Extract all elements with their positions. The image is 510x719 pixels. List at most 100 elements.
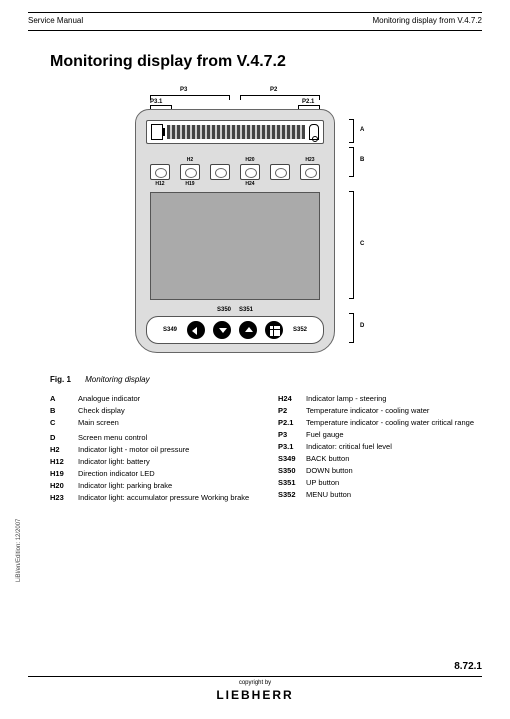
- legend-row: H19Direction indicator LED: [50, 469, 254, 478]
- indicator-h23: H23: [300, 164, 320, 180]
- dim-b: B: [360, 157, 364, 163]
- dim-d: D: [360, 323, 364, 329]
- dim-a: A: [360, 127, 364, 133]
- legend-row: P2.1Temperature indicator - cooling wate…: [278, 418, 482, 427]
- indicator-h24: [270, 164, 290, 180]
- figure-caption: Fig. 1 Monitoring display: [50, 375, 482, 384]
- legend-value: Direction indicator LED: [78, 469, 254, 478]
- menu-control-zone: S350 S351 S349 S352: [146, 316, 324, 344]
- legend-key: H19: [50, 469, 78, 478]
- page-footer: 8.72.1 copyright by LIEBHERR: [28, 661, 482, 702]
- legend-key: P3.1: [278, 442, 306, 451]
- monitoring-display-diagram: P3 P2 P3.1 P2.1 H12 H2H19 H20H24 H23: [50, 95, 430, 355]
- legend-row: P3Fuel gauge: [278, 430, 482, 439]
- header-left: Service Manual: [28, 16, 83, 25]
- page-number: 8.72.1: [28, 661, 482, 672]
- legend-value: DOWN button: [306, 466, 482, 475]
- legend-key: C: [50, 418, 78, 427]
- figure-text: Monitoring display: [85, 375, 149, 384]
- copyright-text: copyright by: [28, 680, 482, 686]
- legend-key: H20: [50, 481, 78, 490]
- brand-logo: LIEBHERR: [28, 688, 482, 702]
- legend-value: Indicator lamp - steering: [306, 394, 482, 403]
- up-button[interactable]: [239, 321, 257, 339]
- legend-value: Indicator light: accumulator pressure Wo…: [78, 493, 254, 502]
- indicator-h2: H2H19: [180, 164, 200, 180]
- dim-p3: P3: [180, 87, 187, 93]
- main-screen-zone: [150, 192, 320, 300]
- menu-button[interactable]: [265, 321, 283, 339]
- legend-row: CMain screen: [50, 418, 254, 427]
- legend-row: H12Indicator light: battery: [50, 457, 254, 466]
- legend-value: Indicator: critical fuel level: [306, 442, 482, 451]
- legend-key: S349: [278, 454, 306, 463]
- legend-row: DScreen menu control: [50, 433, 254, 442]
- down-button[interactable]: [213, 321, 231, 339]
- legend-value: Main screen: [78, 418, 254, 427]
- legend-value: UP button: [306, 478, 482, 487]
- legend-value: Analogue indicator: [78, 394, 254, 403]
- legend-value: Indicator light: battery: [78, 457, 254, 466]
- label-s351: S351: [239, 307, 253, 313]
- label-s350: S350: [217, 307, 231, 313]
- legend-value: Temperature indicator - cooling water cr…: [306, 418, 482, 427]
- indicator-h12: H12: [150, 164, 170, 180]
- legend-value: Fuel gauge: [306, 430, 482, 439]
- header-right: Monitoring display from V.4.7.2: [372, 16, 482, 25]
- legend-key: P3: [278, 430, 306, 439]
- display-panel: H12 H2H19 H20H24 H23 S350 S351 S349 S352: [135, 109, 335, 353]
- legend-row: P2Temperature indicator - cooling water: [278, 406, 482, 415]
- legend-value: Indicator light: parking brake: [78, 481, 254, 490]
- legend-row: H23Indicator light: accumulator pressure…: [50, 493, 254, 502]
- legend-row: S349BACK button: [278, 454, 482, 463]
- legend-row: H24Indicator lamp - steering: [278, 394, 482, 403]
- legend-key: P2.1: [278, 418, 306, 427]
- back-button[interactable]: [187, 321, 205, 339]
- legend-key: D: [50, 433, 78, 442]
- legend-right: H24Indicator lamp - steeringP2Temperatur…: [278, 394, 482, 505]
- fuel-icon: [151, 124, 163, 140]
- legend-row: S350DOWN button: [278, 466, 482, 475]
- dim-p2-1: P2.1: [302, 99, 314, 105]
- legend-key: S350: [278, 466, 306, 475]
- legend: AAnalogue indicatorBCheck displayCMain s…: [50, 394, 482, 505]
- legend-key: B: [50, 406, 78, 415]
- legend-value: Screen menu control: [78, 433, 254, 442]
- dim-p2: P2: [270, 87, 277, 93]
- legend-row: S351UP button: [278, 478, 482, 487]
- figure-number: Fig. 1: [50, 375, 71, 384]
- legend-row: AAnalogue indicator: [50, 394, 254, 403]
- label-s352: S352: [293, 327, 307, 333]
- legend-row: H20Indicator light: parking brake: [50, 481, 254, 490]
- legend-row: S352MENU button: [278, 490, 482, 499]
- legend-key: H12: [50, 457, 78, 466]
- indicator-h19: [210, 164, 230, 180]
- indicator-h20: H20H24: [240, 164, 260, 180]
- edition-text: LiBl/en/Edition: 12/2007: [16, 519, 22, 582]
- legend-left: AAnalogue indicatorBCheck displayCMain s…: [50, 394, 254, 505]
- legend-key: H2: [50, 445, 78, 454]
- legend-key: H23: [50, 493, 78, 502]
- legend-value: Check display: [78, 406, 254, 415]
- legend-row: BCheck display: [50, 406, 254, 415]
- legend-value: Temperature indicator - cooling water: [306, 406, 482, 415]
- legend-key: H24: [278, 394, 306, 403]
- legend-key: S352: [278, 490, 306, 499]
- gauge-scale: [167, 125, 305, 139]
- check-display-zone: H12 H2H19 H20H24 H23: [150, 152, 320, 180]
- thermometer-icon: [309, 124, 319, 140]
- legend-value: BACK button: [306, 454, 482, 463]
- dim-c: C: [360, 241, 364, 247]
- legend-key: A: [50, 394, 78, 403]
- legend-key: S351: [278, 478, 306, 487]
- page-title: Monitoring display from V.4.7.2: [50, 53, 482, 71]
- legend-value: Indicator light - motor oil pressure: [78, 445, 254, 454]
- legend-key: P2: [278, 406, 306, 415]
- legend-row: P3.1Indicator: critical fuel level: [278, 442, 482, 451]
- page-header: Service Manual Monitoring display from V…: [28, 12, 482, 31]
- legend-row: H2Indicator light - motor oil pressure: [50, 445, 254, 454]
- analogue-indicator-zone: [146, 120, 324, 144]
- dim-p3-1: P3.1: [150, 99, 162, 105]
- label-s349: S349: [163, 327, 177, 333]
- legend-value: MENU button: [306, 490, 482, 499]
